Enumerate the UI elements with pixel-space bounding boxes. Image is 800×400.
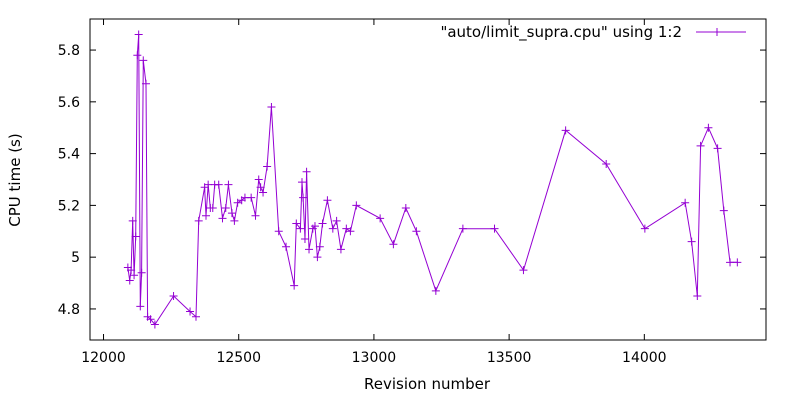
data-point-marker [315,242,324,251]
data-point-marker [302,167,311,176]
data-point-marker [137,268,146,277]
data-point-marker [141,79,150,88]
data-point-marker [221,203,230,212]
legend: "auto/limit_supra.cpu" using 1:2 [440,23,746,42]
data-point-marker [323,196,332,205]
data-point-marker [274,227,283,236]
data-point-marker [186,307,195,316]
data-point-marker [332,216,341,225]
data-point-marker [490,224,499,233]
x-axis-title: Revision number [364,375,491,393]
y-tick-label: 5.4 [58,147,80,163]
data-point-marker [233,198,242,207]
data-point-marker [696,141,705,150]
data-point-marker [342,224,351,233]
data-point-marker [134,30,143,39]
data-point-marker [561,126,570,135]
data-point-marker [133,51,142,60]
data-point-marker [128,216,137,225]
data-point-marker [693,291,702,300]
y-tick-label: 5.6 [58,95,80,111]
data-point-marker [313,253,322,262]
data-point-marker [299,193,308,202]
data-point-marker [224,180,233,189]
data-point-marker [704,123,713,132]
data-point-marker [681,198,690,207]
data-point-marker [640,224,649,233]
data-point-marker [719,206,728,215]
data-point-marker [230,216,239,225]
y-tick-label: 5 [71,250,80,266]
legend-point-marker [713,28,721,36]
data-point-marker [139,56,148,65]
series-group [123,30,742,329]
x-tick-label: 12500 [216,350,261,366]
data-point-marker [713,144,722,153]
data-point-marker [310,222,319,231]
data-point-marker [251,211,260,220]
data-point-marker [292,219,301,228]
data-point-marker [202,211,211,220]
data-point-marker [130,271,139,280]
data-point-marker [336,245,345,254]
series-line [127,34,738,326]
data-point-marker [346,227,355,236]
data-point-marker [328,224,337,233]
x-tick-label: 13500 [487,350,532,366]
x-tick-label: 13000 [352,350,397,366]
plot-frame [89,18,767,341]
data-point-marker [401,203,410,212]
data-point-marker [218,214,227,223]
data-point-marker [726,258,735,267]
data-point-marker [136,302,145,311]
data-point-marker [125,276,134,285]
y-tick-label: 4.8 [58,302,80,318]
data-point-marker [169,291,178,300]
data-point-marker [687,237,696,246]
data-point-marker [733,258,742,267]
data-point-marker [256,183,265,192]
data-point-marker [208,203,217,212]
data-point-marker [131,232,140,241]
data-point-marker [254,175,263,184]
x-tick-label: 14000 [622,350,667,366]
data-point-marker [431,286,440,295]
data-point-marker [458,224,467,233]
data-point-marker [247,193,256,202]
data-point-marker [318,219,327,228]
data-point-marker [376,214,385,223]
data-point-marker [389,240,398,249]
data-point-marker [259,188,268,197]
tick-labels: 12000 12500 13000 13500 14000 4.8 5 5.2 5.4 5.6 5.… [58,43,667,366]
data-point-marker [352,201,361,210]
data-point-marker [263,162,272,171]
data-point-marker [267,103,276,112]
data-point-marker [297,178,306,187]
data-point-marker [227,209,236,218]
data-point-marker [296,224,305,233]
data-point-marker [150,320,159,329]
data-point-marker [602,159,611,168]
y-tick-label: 5.2 [58,198,80,214]
data-point-marker [194,216,203,225]
data-point-marker [305,245,314,254]
data-point-marker [519,266,528,275]
data-point-marker [191,312,200,321]
legend-label: "auto/limit_supra.cpu" using 1:2 [440,23,682,42]
data-point-marker [282,242,291,251]
x-tick-label: 12000 [81,350,126,366]
data-point-marker [146,315,155,324]
data-point-marker [290,281,299,290]
data-point-marker [300,235,309,244]
data-point-marker [412,227,421,236]
data-point-marker [127,266,136,275]
y-tick-label: 5.8 [58,43,80,59]
data-point-marker [214,180,223,189]
y-axis-title: CPU time (s) [6,133,24,226]
axis-ticks [90,19,766,340]
